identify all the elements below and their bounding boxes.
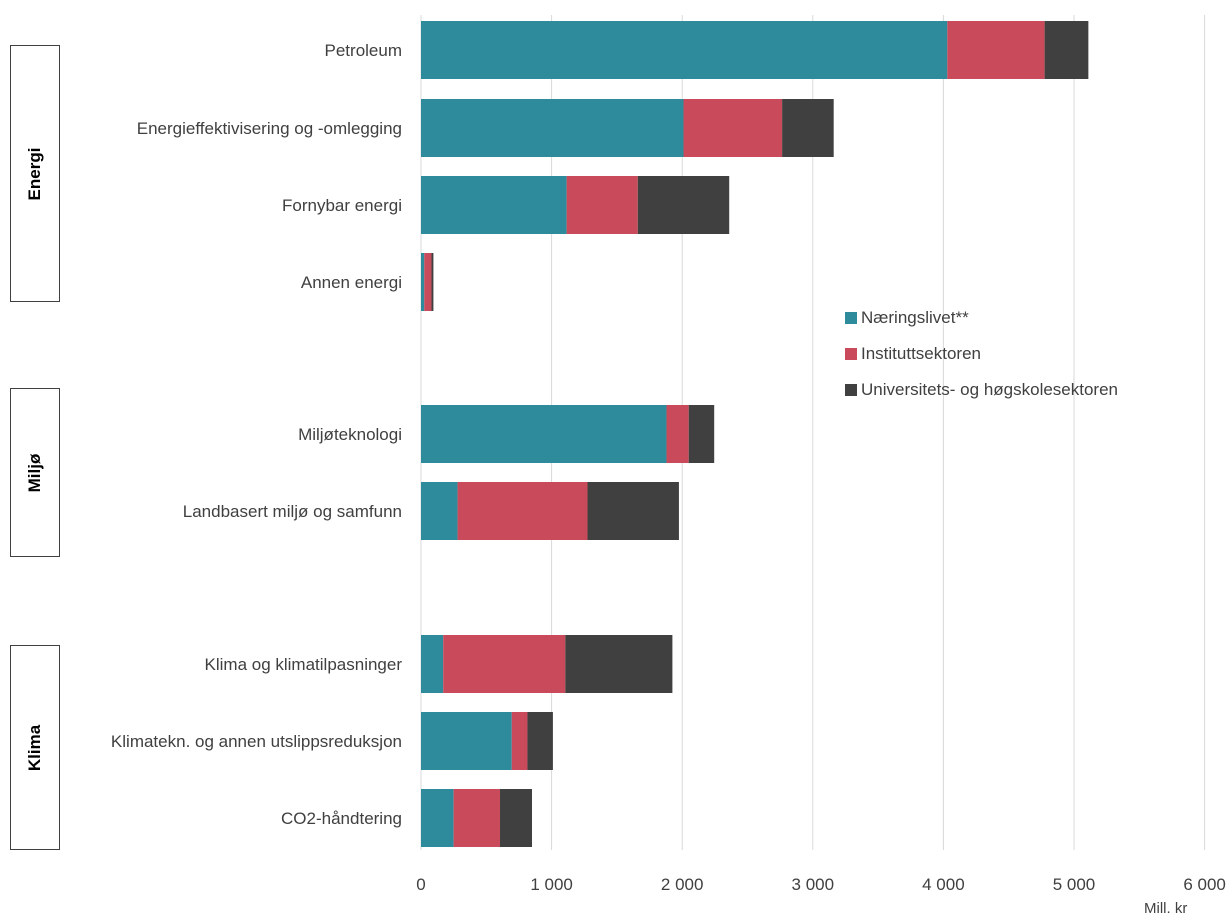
x-tick-label: 5 000	[1053, 875, 1096, 894]
category-label: Klima og klimatilpasninger	[205, 655, 403, 674]
legend-label: Instituttsektoren	[861, 344, 982, 363]
category-label: Miljøteknologi	[298, 425, 402, 444]
bar-segment	[683, 99, 783, 157]
legend-swatch	[845, 348, 857, 360]
category-label: Energieffektivisering og -omlegging	[137, 119, 402, 138]
legend: Næringslivet** Instituttsektoren Univers…	[845, 300, 1118, 408]
bar-segment	[424, 253, 432, 311]
group-box-klima: Klima	[10, 645, 60, 850]
x-tick-label: 4 000	[922, 875, 965, 894]
bar-segment	[566, 176, 638, 234]
x-tick-labels: 0 1 000 2 000 3 000 4 000 5 000 6 000	[416, 875, 1226, 894]
x-tick-label: 2 000	[661, 875, 704, 894]
bar-segment	[421, 789, 454, 847]
legend-swatch	[845, 312, 857, 324]
legend-item-naeringslivet: Næringslivet**	[845, 300, 1118, 336]
group-box-energi: Energi	[10, 45, 60, 302]
group-label-klima: Klima	[25, 724, 44, 771]
bar-segment	[421, 482, 458, 540]
bar-segment	[457, 482, 588, 540]
bar-segment	[453, 789, 501, 847]
x-tick-label: 6 000	[1183, 875, 1226, 894]
bar-segment	[421, 21, 948, 79]
bar-segment	[1044, 21, 1089, 79]
category-label: Landbasert miljø og samfunn	[183, 502, 402, 521]
group-box-miljo: Miljø	[10, 388, 60, 557]
group-label-energi: Energi	[25, 147, 44, 200]
bar-segment	[421, 176, 567, 234]
legend-item-uh-sektoren: Universitets- og høgskolesektoren	[845, 372, 1118, 408]
category-label: Annen energi	[301, 273, 402, 292]
x-tick-label: 1 000	[530, 875, 573, 894]
bar-segment	[947, 21, 1045, 79]
bar-segment	[782, 99, 834, 157]
legend-label: Næringslivet**	[861, 308, 969, 327]
category-label: CO2-håndtering	[281, 809, 402, 828]
group-label-miljo: Miljø	[25, 453, 44, 492]
bar-segment	[421, 99, 684, 157]
bar-segment	[688, 405, 715, 463]
bar-segment	[421, 635, 444, 693]
bar-segment	[500, 789, 533, 847]
bar-segment	[565, 635, 673, 693]
category-labels: Petroleum Energieffektivisering og -omleg…	[111, 41, 402, 828]
category-label: Klimatekn. og annen utslippsreduksjon	[111, 732, 402, 751]
legend-swatch	[845, 384, 857, 396]
bar-segment	[666, 405, 689, 463]
x-axis-unit-label: Mill. kr	[1144, 900, 1188, 917]
bar-segment	[511, 712, 528, 770]
bar-segment	[527, 712, 553, 770]
bars	[421, 21, 1089, 847]
category-label: Fornybar energi	[282, 196, 402, 215]
bar-segment	[421, 712, 512, 770]
bar-segment	[421, 253, 425, 311]
legend-item-instituttsektoren: Instituttsektoren	[845, 336, 1118, 372]
x-tick-label: 3 000	[792, 875, 835, 894]
bar-segment	[443, 635, 566, 693]
x-tick-label: 0	[416, 875, 425, 894]
bar-segment	[637, 176, 730, 234]
bar-segment	[431, 253, 434, 311]
bar-segment	[587, 482, 679, 540]
legend-label: Universitets- og høgskolesektoren	[861, 380, 1119, 399]
bar-segment	[421, 405, 667, 463]
category-label: Petroleum	[325, 41, 402, 60]
